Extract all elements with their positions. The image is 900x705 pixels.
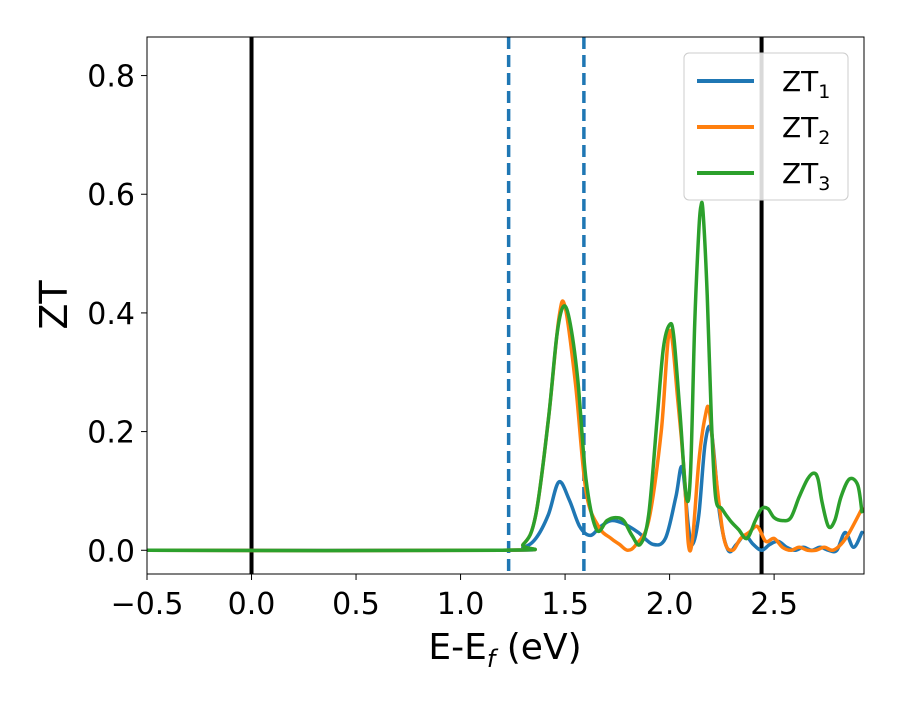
y-tick-label: 0.0	[87, 534, 135, 569]
x-tick-label: 1.5	[541, 587, 589, 622]
legend-label: ZT3	[782, 157, 830, 195]
x-tick-label: 2.0	[646, 587, 694, 622]
y-tick-label: 0.2	[87, 416, 135, 451]
y-tick-label: 0.4	[87, 297, 135, 332]
x-axis-label: E-Ef (eV)	[428, 627, 581, 673]
legend: ZT1 ZT2 ZT3	[683, 52, 849, 201]
y-axis-label: ZT	[32, 280, 76, 330]
legend-label: ZT2	[782, 111, 830, 149]
y-axis-ticks: 0.0 0.2 0.4 0.6 0.8	[87, 60, 147, 569]
legend-box	[683, 52, 849, 201]
y-tick-label: 0.8	[87, 60, 135, 95]
series-line-zt1	[147, 424, 864, 554]
series-lines	[147, 200, 864, 554]
plot-frame	[146, 36, 865, 575]
x-tick-label: 1.0	[437, 587, 485, 622]
x-tick-label: 2.5	[750, 587, 798, 622]
x-tick-label: −0.5	[111, 587, 184, 622]
legend-label: ZT1	[782, 65, 830, 103]
x-tick-label: 0.0	[228, 587, 276, 622]
series-line-zt3	[147, 200, 864, 553]
y-tick-label: 0.6	[87, 178, 135, 213]
x-axis-ticks: −0.5 0.0 0.5 1.0 1.5 2.0 2.5	[111, 574, 798, 622]
x-tick-label: 0.5	[332, 587, 380, 622]
series-line-zt2	[147, 299, 864, 553]
